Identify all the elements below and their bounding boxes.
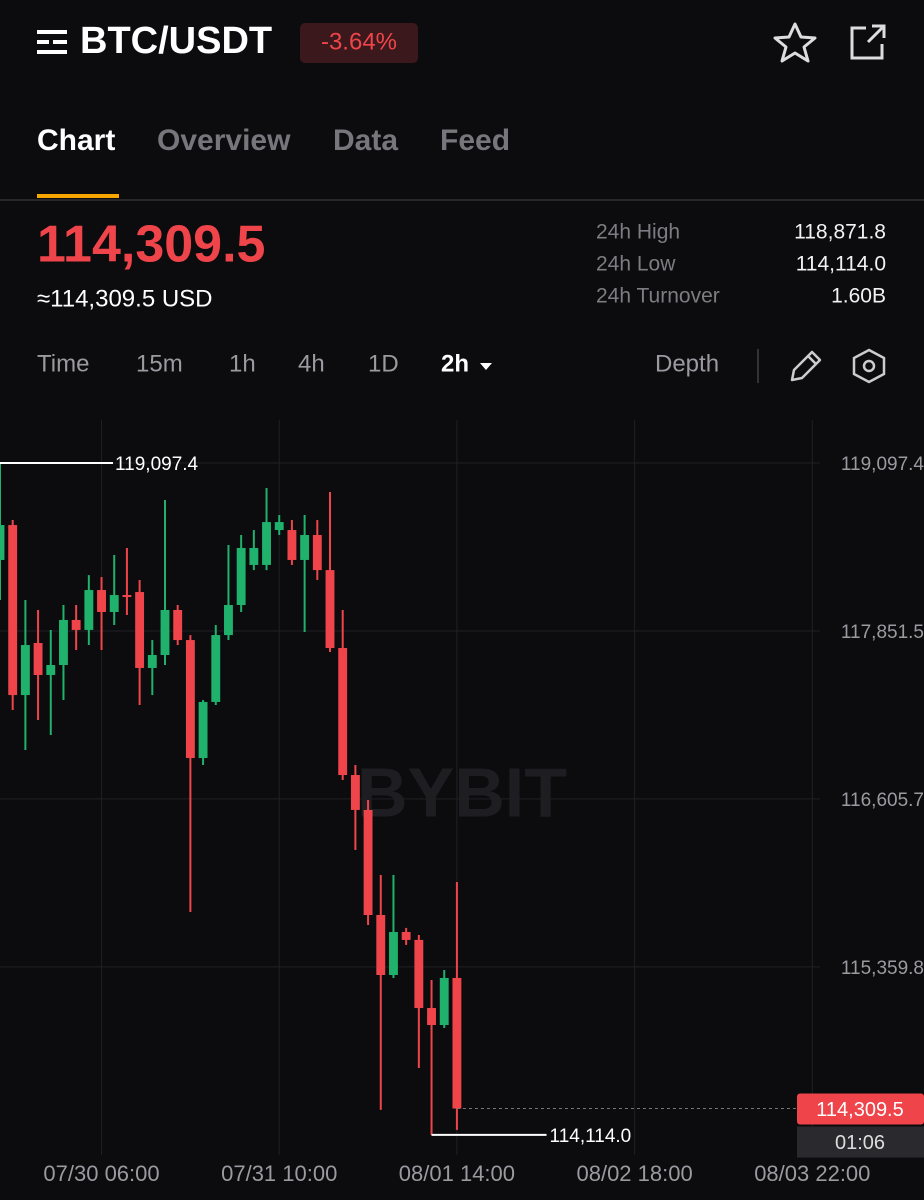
y-tick-label: 117,851.5 (841, 622, 924, 643)
stat-label: 24h Low (596, 253, 676, 276)
candle-body (236, 547, 246, 605)
candle-body (147, 655, 157, 668)
candle-body (71, 619, 81, 630)
candle-body (46, 665, 56, 675)
countdown: 01:06 (835, 1132, 885, 1154)
candle-body (211, 635, 221, 702)
high-label: 119,097.4 (115, 454, 199, 475)
interval[interactable]: Time (37, 350, 89, 377)
interval[interactable]: 15m (136, 350, 183, 377)
candle-body (122, 595, 132, 598)
candle-body (401, 931, 411, 940)
tab-underline (37, 194, 119, 198)
tab[interactable]: Chart (37, 124, 115, 157)
candle-body (59, 619, 68, 665)
x-tick-label: 08/03 22:00 (754, 1161, 870, 1186)
depth[interactable]: Depth (655, 350, 719, 377)
candle-body (20, 645, 30, 696)
tab[interactable]: Overview (157, 124, 291, 157)
settings-icon-center (862, 359, 876, 373)
candle-body (312, 535, 322, 571)
candle-body (427, 1008, 436, 1026)
last-price-box (797, 1093, 924, 1125)
y-tick-label: 116,605.7 (841, 790, 924, 811)
candle-body (300, 535, 310, 560)
tab[interactable]: Data (333, 124, 398, 157)
x-tick-label: 07/30 06:00 (43, 1161, 159, 1186)
candle-body (376, 914, 386, 975)
menu-icon[interactable] (37, 30, 67, 54)
change-badge (300, 23, 418, 63)
candle-body (160, 609, 170, 656)
interval[interactable]: 2h (441, 350, 469, 377)
countdown-box (797, 1126, 924, 1158)
low-label: 114,114.0 (550, 1126, 632, 1147)
stat-label: 24h High (596, 221, 680, 244)
candle-body (97, 590, 106, 613)
usd-price: ≈114,309.5 USD (37, 285, 213, 312)
interval[interactable]: 1D (368, 350, 399, 377)
candle-body (84, 590, 94, 630)
candle-body (363, 809, 373, 915)
last-price: 114,309.5 (37, 216, 265, 274)
interval[interactable]: 4h (298, 350, 325, 377)
stat-value: 118,871.8 (794, 221, 886, 244)
stat-value: 114,114.0 (796, 253, 886, 276)
y-tick-label: 119,097.4 (841, 454, 924, 475)
y-tick-label: 115,359.8 (841, 958, 924, 979)
candle-body (135, 592, 145, 668)
star-icon[interactable] (773, 22, 817, 63)
candle-body (33, 643, 43, 675)
stat-value: 1.60B (831, 285, 886, 308)
candle-body (198, 701, 208, 759)
change: -3.64% (321, 28, 397, 55)
separator (757, 349, 759, 383)
candle-body (439, 977, 449, 1026)
candle-body (249, 547, 259, 565)
candle-body (0, 525, 5, 560)
candle-body (389, 931, 398, 975)
interval[interactable]: 1h (229, 350, 256, 377)
candle-body (414, 939, 424, 1009)
x-tick-label: 08/01 14:00 (399, 1161, 515, 1186)
dropdown-arrow[interactable] (480, 363, 492, 370)
x-tick-label: 08/02 18:00 (576, 1161, 692, 1186)
candle-body (185, 640, 195, 759)
last-price-label: 114,309.5 (816, 1099, 904, 1121)
symbol[interactable]: BTC/USDT (80, 20, 272, 62)
candle-body (350, 775, 360, 810)
pencil-icon[interactable] (790, 350, 822, 382)
divider (0, 199, 924, 201)
candle-body (274, 522, 284, 531)
candle-body (325, 570, 335, 649)
candle-body (338, 648, 348, 776)
stat-label: 24h Turnover (596, 285, 720, 308)
candle-body (452, 977, 462, 1109)
share-icon[interactable] (850, 24, 886, 60)
settings-icon[interactable] (852, 348, 886, 384)
tab[interactable]: Feed (440, 124, 510, 157)
candle-body (173, 609, 183, 641)
candle-body (262, 522, 271, 565)
candle-body (8, 525, 18, 696)
watermark: BYBIT (357, 753, 567, 831)
candle-body (224, 604, 233, 636)
candle-body (287, 530, 297, 560)
candle-body (109, 595, 119, 613)
x-tick-label: 07/31 10:00 (221, 1161, 337, 1186)
